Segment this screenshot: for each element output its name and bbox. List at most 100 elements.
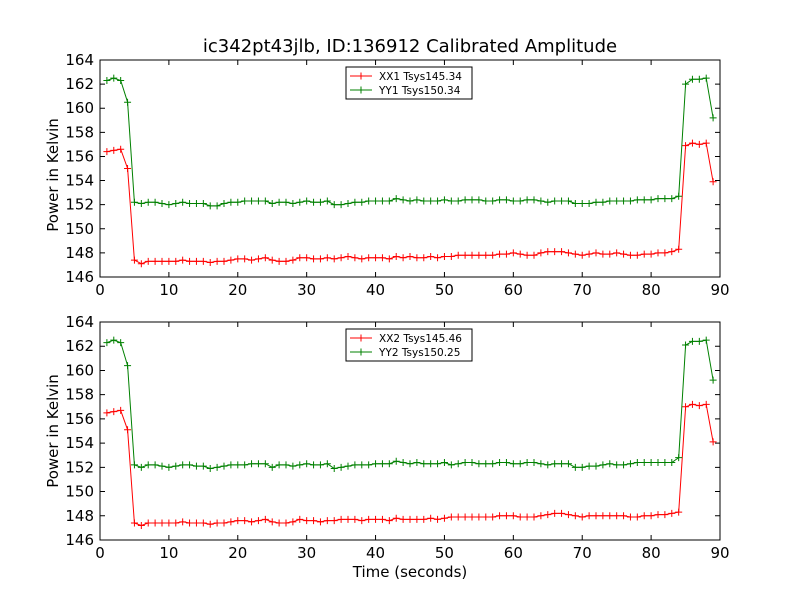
data-point: [158, 257, 166, 265]
data-point: [530, 513, 538, 521]
data-point: [709, 438, 717, 446]
data-point: [654, 249, 662, 257]
data-point: [544, 248, 552, 256]
data-point: [427, 460, 435, 468]
data-point: [613, 461, 621, 469]
bottom-plot-panel: 0 10 20 30 40 50 60 70 80 90 146 148 150 152 154 156 158…: [65, 313, 729, 562]
data-point: [427, 514, 435, 522]
data-point: [282, 198, 290, 206]
data-point: [392, 253, 400, 261]
data-point: [344, 199, 352, 207]
data-point: [261, 515, 269, 523]
data-point: [144, 257, 152, 265]
data-point: [558, 509, 566, 517]
y-tick-label: 148: [65, 507, 94, 525]
data-point: [523, 458, 531, 466]
data-point: [165, 257, 173, 265]
y-tick-label: 162: [65, 75, 94, 93]
data-point: [124, 362, 132, 370]
data-point: [372, 515, 380, 523]
data-point: [647, 196, 655, 204]
data-point: [213, 202, 221, 210]
data-point: [551, 248, 559, 256]
data-point: [234, 517, 242, 525]
data-point: [558, 460, 566, 468]
x-tick-label: 40: [366, 281, 385, 299]
data-point: [688, 75, 696, 83]
data-point: [151, 519, 159, 527]
data-point: [241, 517, 249, 525]
data-point: [427, 197, 435, 205]
data-point: [234, 255, 242, 263]
data-point: [647, 250, 655, 258]
data-point: [372, 197, 380, 205]
data-point: [261, 254, 269, 262]
data-point: [413, 254, 421, 262]
data-point: [275, 198, 283, 206]
data-point: [454, 251, 462, 259]
x-tick-label: 70: [573, 544, 592, 562]
data-point: [130, 461, 138, 469]
data-point: [268, 256, 276, 264]
data-point: [310, 517, 318, 525]
data-point: [351, 515, 359, 523]
y-tick-label: 154: [65, 172, 94, 190]
data-point: [434, 515, 442, 523]
data-point: [406, 253, 414, 261]
data-point: [268, 199, 276, 207]
data-point: [661, 195, 669, 203]
data-point: [392, 195, 400, 203]
data-point: [427, 253, 435, 261]
data-point: [137, 521, 145, 529]
y-tick-label: 156: [65, 410, 94, 428]
data-point: [571, 463, 579, 471]
data-point: [702, 400, 710, 408]
data-point: [282, 519, 290, 527]
data-point: [661, 249, 669, 257]
data-point: [509, 249, 517, 257]
data-point: [372, 460, 380, 468]
data-point: [234, 461, 242, 469]
data-point: [406, 197, 414, 205]
y-tick-label: 154: [65, 434, 94, 452]
data-point: [654, 195, 662, 203]
data-point: [496, 250, 504, 258]
x-tick-label: 20: [228, 544, 247, 562]
data-point: [137, 463, 145, 471]
data-point: [661, 511, 669, 519]
data-point: [337, 463, 345, 471]
data-point: [392, 457, 400, 465]
data-point: [620, 512, 628, 520]
data-point: [220, 199, 228, 207]
data-point: [571, 250, 579, 258]
data-point: [592, 198, 600, 206]
data-point: [144, 198, 152, 206]
data-point: [282, 257, 290, 265]
data-point: [385, 255, 393, 263]
data-point: [468, 458, 476, 466]
data-point: [420, 197, 428, 205]
data-point: [213, 519, 221, 527]
data-point: [530, 458, 538, 466]
data-point: [440, 253, 448, 261]
data-point: [523, 251, 531, 259]
data-point: [578, 463, 586, 471]
data-point: [709, 114, 717, 122]
legend-label: YY1 Tsys150.34: [378, 85, 461, 97]
data-point: [633, 196, 641, 204]
data-point: [206, 259, 214, 267]
data-point: [323, 460, 331, 468]
data-point: [165, 519, 173, 527]
data-point: [461, 251, 469, 259]
data-point: [620, 197, 628, 205]
data-point: [447, 513, 455, 521]
data-point: [502, 458, 510, 466]
data-point: [151, 198, 159, 206]
data-point: [551, 509, 559, 517]
x-tick-label: 0: [95, 281, 105, 299]
data-point: [227, 518, 235, 526]
data-point: [558, 248, 566, 256]
data-point: [296, 461, 304, 469]
data-point: [626, 197, 634, 205]
data-point: [585, 462, 593, 470]
